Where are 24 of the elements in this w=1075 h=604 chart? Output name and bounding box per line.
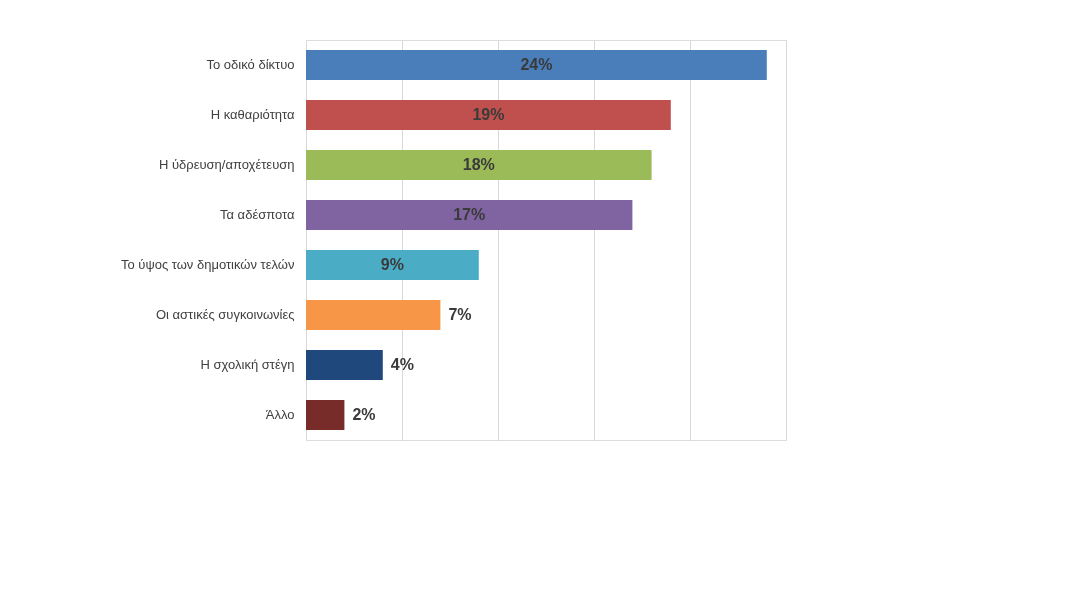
data-label: 18% xyxy=(462,156,495,173)
bar xyxy=(306,150,652,180)
y-tick-label: Η ύδρευση/αποχέτευση xyxy=(158,157,295,172)
y-tick-label: Άλλο xyxy=(265,407,295,422)
bar xyxy=(306,250,479,280)
y-tick-label: Η καθαριότητα xyxy=(210,107,295,122)
bar xyxy=(306,100,671,130)
data-label: 7% xyxy=(448,306,472,323)
bar xyxy=(306,300,441,330)
y-tick-label: Η σχολική στέγη xyxy=(200,357,295,372)
data-label: 24% xyxy=(520,56,553,73)
data-label: 9% xyxy=(380,256,404,273)
y-tick-label: Το ύψος των δημοτικών τελών xyxy=(120,257,295,272)
data-label: 17% xyxy=(453,206,486,223)
y-tick-label: Οι αστικές συγκοινωνίες xyxy=(155,307,295,322)
bar xyxy=(306,50,767,80)
data-label: 19% xyxy=(472,106,505,123)
y-tick-label: Τα αδέσποτα xyxy=(219,207,295,222)
bar xyxy=(306,400,345,430)
bar xyxy=(306,350,383,380)
data-label: 2% xyxy=(352,406,376,423)
data-label: 4% xyxy=(390,356,414,373)
y-tick-label: Το οδικό δίκτυο xyxy=(206,57,295,72)
bar xyxy=(306,200,633,230)
